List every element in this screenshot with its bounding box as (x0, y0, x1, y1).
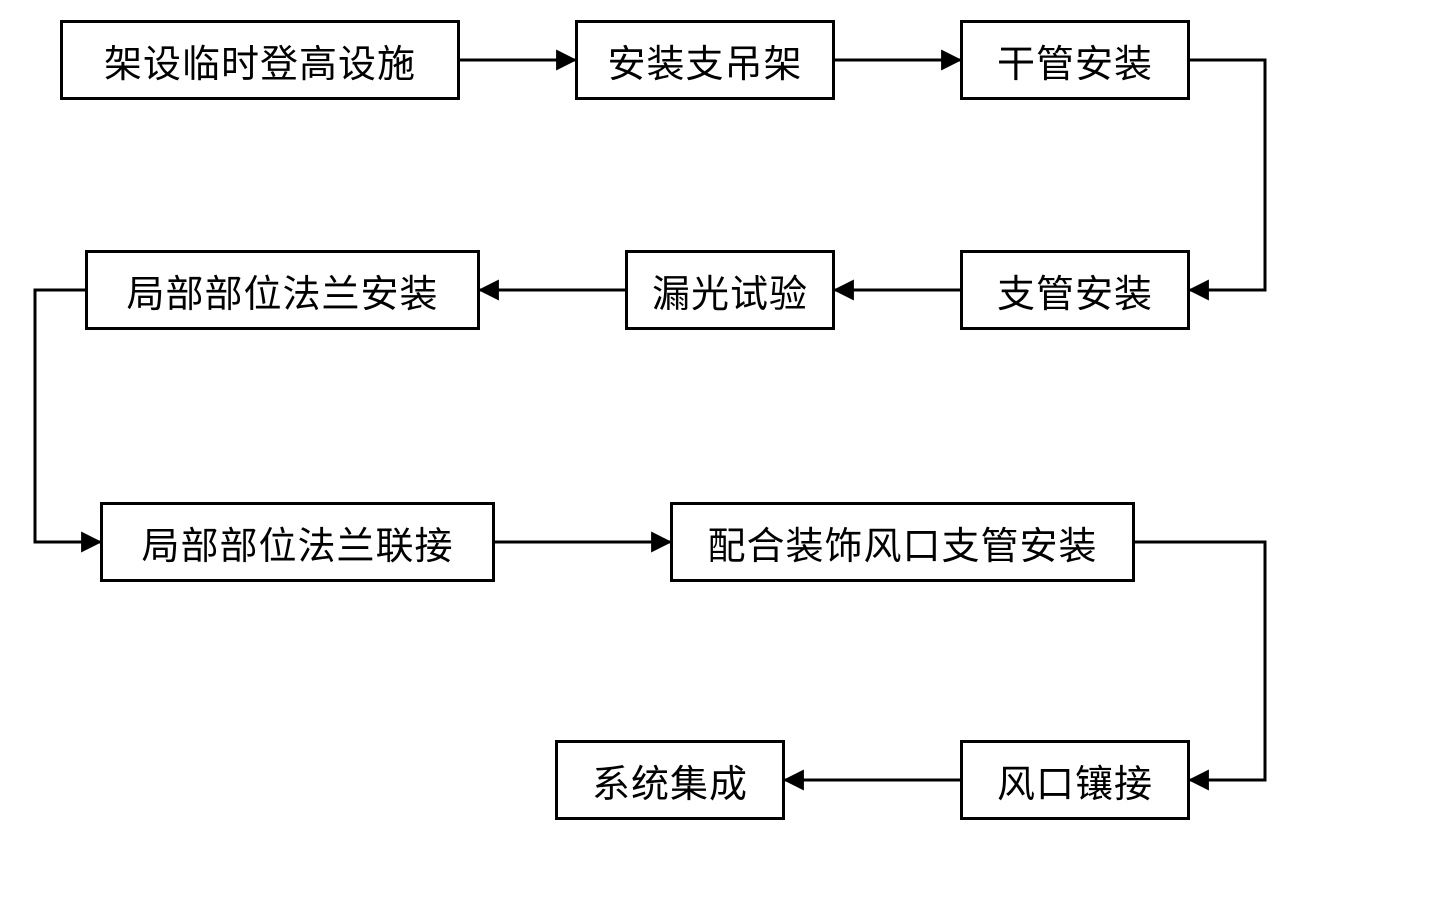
flow-node-label: 安装支吊架 (607, 33, 802, 88)
flow-node-label: 架设临时登高设施 (104, 33, 416, 88)
flow-node-label: 风口镶接 (997, 753, 1153, 808)
flow-node-label: 配合装饰风口支管安装 (707, 515, 1097, 570)
flow-node-label: 局部部位法兰联接 (141, 515, 453, 570)
flow-node-step10: 系统集成 (555, 740, 785, 820)
flow-node-step3: 干管安装 (960, 20, 1190, 100)
flow-node-label: 支管安装 (997, 263, 1153, 318)
flow-node-label: 系统集成 (592, 753, 748, 808)
flow-node-label: 漏光试验 (652, 263, 808, 318)
flow-edge (1190, 60, 1265, 290)
flow-node-step1: 架设临时登高设施 (60, 20, 460, 100)
flow-node-step8: 配合装饰风口支管安装 (670, 502, 1135, 582)
flow-node-step6: 局部部位法兰安装 (85, 250, 480, 330)
flow-node-label: 局部部位法兰安装 (126, 263, 438, 318)
flow-node-step9: 风口镶接 (960, 740, 1190, 820)
flow-node-step2: 安装支吊架 (575, 20, 835, 100)
flow-node-step5: 漏光试验 (625, 250, 835, 330)
flow-node-label: 干管安装 (997, 33, 1153, 88)
flow-node-step7: 局部部位法兰联接 (100, 502, 495, 582)
flow-node-step4: 支管安装 (960, 250, 1190, 330)
